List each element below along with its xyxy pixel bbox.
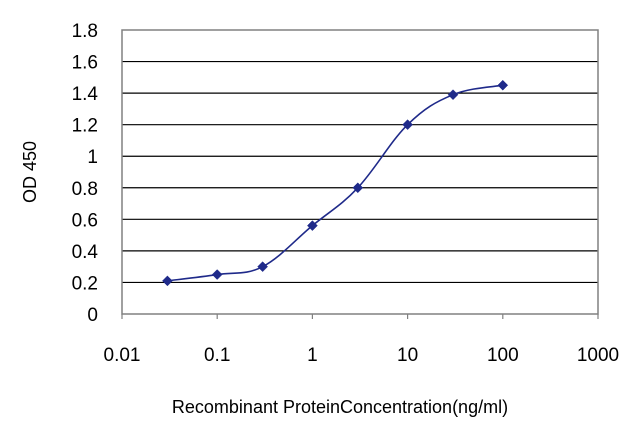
x-tick-label-1: 0.1	[204, 345, 230, 366]
x-tick-label-5: 1000	[577, 345, 619, 366]
y-tick-label-7: 1.4	[72, 84, 99, 105]
data-point-5	[402, 119, 413, 131]
grid-lines	[122, 60, 598, 284]
x-tick-label-0: 0.01	[104, 345, 141, 366]
data-point-6	[447, 89, 459, 101]
y-tick-label-5: 1	[87, 147, 98, 168]
x-axis-tick-marks	[121, 314, 599, 319]
plot-area-frame	[121, 29, 599, 315]
y-axis-title: OD 450	[20, 141, 40, 203]
data-point-2	[257, 261, 268, 273]
data-point-7	[497, 79, 509, 91]
data-point-4	[352, 182, 364, 194]
x-tick-label-3: 10	[397, 345, 418, 366]
data-point-3	[307, 220, 318, 231]
y-tick-label-3: 0.6	[72, 210, 98, 231]
data-point-markers	[162, 79, 509, 287]
y-tick-label-1: 0.2	[72, 273, 98, 294]
x-axis-tick-labels: 0.01 0.1 1 10 100 1000	[104, 345, 620, 366]
y-tick-label-4: 0.8	[72, 179, 98, 200]
y-tick-label-2: 0.4	[72, 242, 99, 263]
x-tick-label-4: 100	[487, 345, 519, 366]
y-tick-label-9: 1.8	[72, 21, 98, 42]
y-axis-tick-labels: 0 0.2 0.4 0.6 0.8 1 1.2 1.4 1.6 1.8	[72, 21, 99, 326]
data-point-0	[162, 275, 173, 287]
x-axis-title: Recombinant ProteinConcentration(ng/ml)	[172, 397, 508, 417]
y-tick-label-0: 0	[87, 305, 98, 326]
x-tick-label-2: 1	[307, 345, 318, 366]
y-tick-label-6: 1.2	[72, 116, 98, 137]
data-point-1	[211, 269, 223, 280]
series-curve	[167, 84, 503, 282]
y-tick-label-8: 1.6	[72, 53, 98, 74]
